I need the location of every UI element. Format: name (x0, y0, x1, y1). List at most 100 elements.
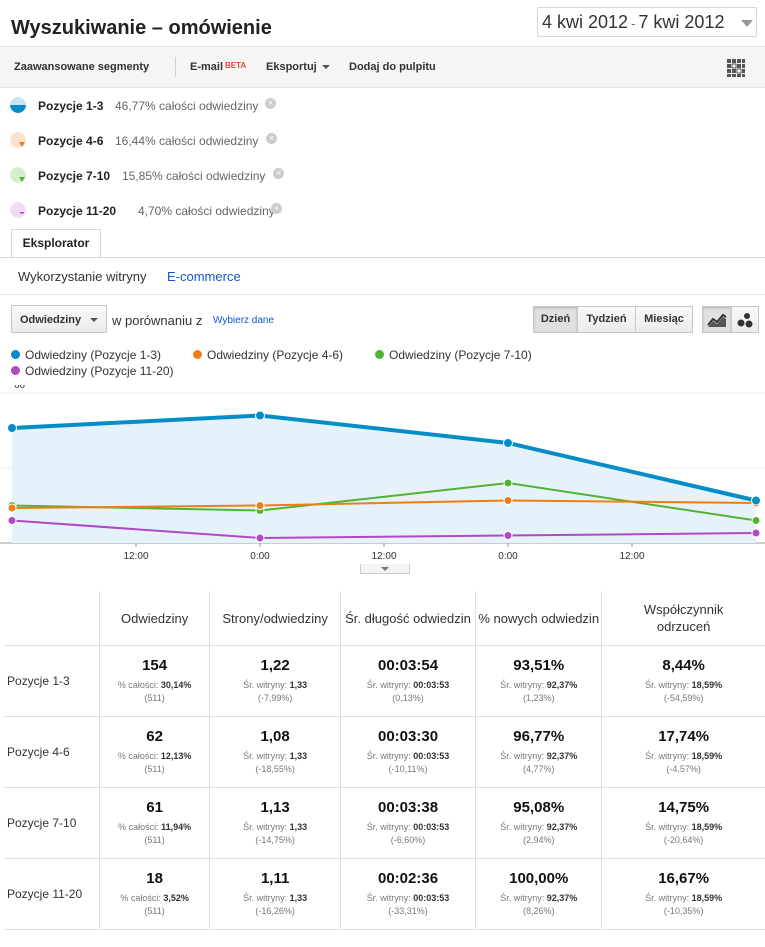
cell-comparison: Śr. witryny: 1,33 (210, 750, 340, 763)
cell-change: (511) (144, 764, 165, 774)
chevron-down-icon (90, 318, 98, 322)
cell-comparison-value: 00:03:53 (413, 822, 450, 832)
data-point (751, 495, 761, 506)
toolbar-divider (175, 57, 176, 77)
table-cell: 62% całości: 12,13% (511) (98, 716, 211, 788)
line-chart-icon (707, 313, 727, 327)
segment-name: Pozycje 1-3 (38, 99, 104, 113)
row-label: Pozycje 7-10 (4, 787, 100, 859)
cell-comparison-value: 92,37% (546, 751, 578, 761)
cell-comparison: Śr. witryny: 1,33 (210, 892, 340, 905)
segment-name: Pozycje 4-6 (38, 134, 104, 148)
add-to-dashboard-button[interactable]: Dodaj do pulpitu (349, 61, 436, 73)
data-point (503, 438, 513, 448)
row-label: Pozycje 1-3 (4, 645, 100, 717)
cell-change: (511) (144, 693, 165, 703)
legend-item: Odwiedziny (Pozycje 7-10) (375, 348, 532, 362)
cell-comparison: Śr. witryny: 92,37% (476, 821, 601, 834)
data-point (503, 531, 513, 540)
cell-comparison-value: 1,33 (289, 893, 308, 903)
metric-select[interactable]: Odwiedziny (11, 305, 107, 333)
cell-comparison-label: Śr. witryny: (366, 893, 411, 903)
day-button[interactable]: Dzień (533, 306, 578, 333)
chevron-down-icon (741, 20, 753, 27)
cell-comparison-value: 3,52% (163, 893, 189, 903)
advanced-segments-button[interactable]: Zaawansowane segmenty (14, 61, 150, 73)
subtab-site-usage[interactable]: Wykorzystanie witryny (18, 269, 147, 284)
email-button[interactable]: E-mail BETA (190, 61, 246, 73)
cell-change: (-54,59%) (663, 693, 704, 703)
table-cell: 00:02:36 Śr. witryny: 00:03:53 (-33,31%) (339, 858, 477, 930)
legend-label: Odwiedziny (Pozycje 4-6) (207, 348, 344, 362)
line-chart-button[interactable] (702, 306, 732, 333)
column-header[interactable]: Strony/odwiedziny (209, 591, 341, 646)
cell-comparison-label: Śr. witryny: (243, 822, 288, 832)
subtab-ecommerce[interactable]: E-commerce (167, 269, 241, 284)
subtab-divider (0, 294, 765, 295)
cell-comparison-value: 18,59% (691, 680, 723, 690)
remove-segment-icon[interactable]: × (266, 133, 277, 144)
week-button[interactable]: Tydzień (577, 306, 636, 333)
cell-comparison: Śr. witryny: 00:03:53 (341, 821, 475, 834)
tab-explorer[interactable]: Eksplorator (11, 229, 101, 258)
table-row: Pozycje 4-6 62% całości: 12,13% (511) 1,08 Ś… (4, 716, 765, 788)
cell-value: 17,74% (658, 728, 710, 745)
cell-comparison-label: Śr. witryny: (243, 751, 288, 761)
table-cell: 1,08 Śr. witryny: 1,33 (-18,55%) (209, 716, 341, 788)
cell-value: 1,22 (260, 657, 290, 674)
cell-comparison: Śr. witryny: 18,59% (602, 821, 765, 834)
export-button[interactable]: Eksportuj (266, 61, 330, 73)
legend-item: Odwiedziny (Pozycje 1-3) (11, 348, 161, 362)
x-tick-label: 12:00 (371, 551, 396, 562)
cell-value: 00:03:30 (378, 728, 439, 745)
legend-item: Odwiedziny (Pozycje 11-20) (11, 364, 174, 378)
motion-chart-button[interactable] (731, 306, 759, 333)
cell-value: 16,67% (658, 870, 710, 887)
x-tick-label: 12:00 (123, 551, 148, 562)
cell-comparison: Śr. witryny: 92,37% (476, 679, 601, 692)
segment-3-icon (10, 167, 26, 183)
cell-comparison: Śr. witryny: 1,33 (210, 821, 340, 834)
cell-change: (-20,64%) (663, 835, 704, 845)
select-data-link[interactable]: Wybierz dane (213, 315, 275, 326)
cell-change: (4,77%) (522, 764, 555, 774)
month-button[interactable]: Miesiąc (635, 306, 693, 333)
collapse-chart-button[interactable] (360, 564, 410, 574)
tab-divider (0, 257, 765, 258)
table-row: Pozycje 1-3 154% całości: 30,14% (511) 1,22… (4, 645, 765, 717)
column-header[interactable]: Odwiedziny (98, 591, 211, 646)
cell-comparison-label: Śr. witryny: (500, 822, 545, 832)
date-start: 4 kwi 2012 (542, 12, 629, 32)
cell-comparison-value: 30,14% (160, 680, 192, 690)
cell-comparison-value: 12,13% (160, 751, 192, 761)
remove-segment-icon[interactable]: × (271, 203, 282, 214)
x-tick-label: 12:00 (619, 551, 644, 562)
cell-change: (-10,35%) (663, 906, 704, 916)
cell-comparison-label: Śr. witryny: (500, 893, 545, 903)
remove-segment-icon[interactable]: × (273, 168, 284, 179)
table-cell: 00:03:30 Śr. witryny: 00:03:53 (-10,11%) (339, 716, 477, 788)
row-label: Pozycje 4-6 (4, 716, 100, 788)
remove-segment-icon[interactable]: × (265, 98, 276, 109)
segment-4-icon (10, 202, 26, 218)
cell-comparison: % całości: 30,14% (100, 679, 210, 692)
column-header[interactable]: % nowych odwiedzin (475, 591, 603, 646)
cell-value: 1,13 (260, 799, 290, 816)
segment-name: Pozycje 7-10 (38, 169, 111, 183)
column-header[interactable]: Śr. długość odwiedzin (339, 591, 477, 646)
page-title: Wyszukiwanie – omówienie (11, 17, 272, 39)
row-label-header (4, 591, 100, 646)
data-point (7, 503, 17, 513)
table-cell: 154% całości: 30,14% (511) (98, 645, 211, 717)
cell-comparison-value: 00:03:53 (413, 680, 450, 690)
table-cell: 100,00% Śr. witryny: 92,37% (8,26%) (475, 858, 603, 930)
cell-comparison: Śr. witryny: 1,33 (210, 679, 340, 692)
date-range-picker[interactable]: 4 kwi 2012-7 kwi 2012 (537, 7, 757, 37)
column-header[interactable]: Współczynnik odrzuceń (601, 591, 765, 646)
grid-view-icon[interactable] (726, 58, 746, 78)
table-cell: 8,44% Śr. witryny: 18,59% (-54,59%) (601, 645, 765, 717)
cell-comparison-label: Śr. witryny: (645, 680, 690, 690)
cell-comparison: % całości: 3,52% (100, 892, 210, 905)
table-cell: 18% całości: 3,52% (511) (98, 858, 211, 930)
segment-percent: 15,85% całości odwiedziny (122, 169, 266, 183)
